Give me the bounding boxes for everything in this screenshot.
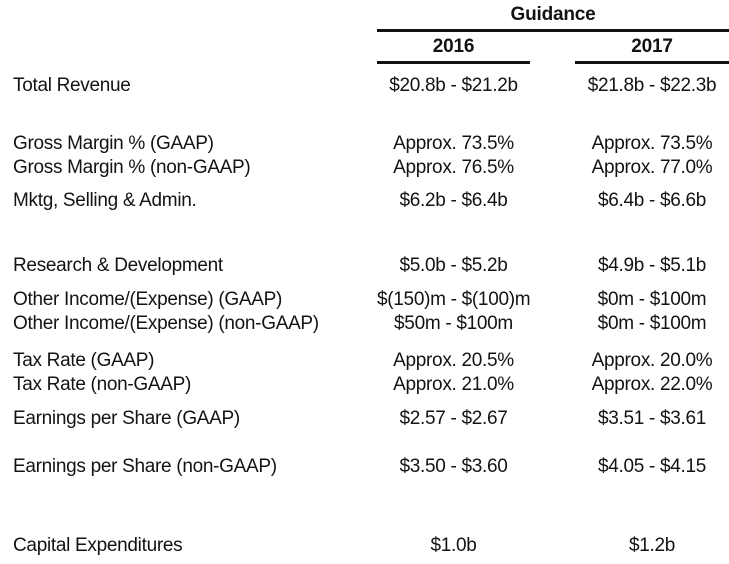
value-2016: $5.0b - $5.2b bbox=[399, 255, 508, 276]
value-2016: $6.2b - $6.4b bbox=[399, 190, 508, 211]
value-2017: Approx. 77.0% bbox=[591, 157, 713, 178]
value-2016: $(150)m - $(100)m bbox=[377, 289, 531, 310]
value-2016: $50m - $100m bbox=[394, 313, 513, 334]
value-2017: $4.9b - $5.1b bbox=[597, 255, 707, 276]
table-row-research-development: Research & Development $5.0b - $5.2b $4.… bbox=[0, 254, 729, 278]
row-label: Other Income/(Expense) (non-GAAP) bbox=[13, 313, 319, 334]
table-row-tax-rate-non-gaap: Tax Rate (non-GAAP) Approx. 21.0% Approx… bbox=[0, 373, 729, 397]
table-row-gross-margin-gaap: Gross Margin % (GAAP) Approx. 73.5% Appr… bbox=[0, 132, 729, 156]
year-header-row: 2016 2017 bbox=[0, 36, 729, 64]
value-2017: Approx. 22.0% bbox=[591, 374, 713, 395]
value-2016: $3.50 - $3.60 bbox=[399, 456, 508, 477]
row-label: Mktg, Selling & Admin. bbox=[13, 190, 197, 211]
value-2016: $1.0b bbox=[430, 535, 477, 556]
value-2017: $0m - $100m bbox=[597, 289, 707, 310]
table-row-other-income-non-gaap: Other Income/(Expense) (non-GAAP) $50m -… bbox=[0, 312, 729, 336]
value-2016: Approx. 76.5% bbox=[393, 157, 514, 178]
row-label: Total Revenue bbox=[13, 75, 131, 96]
table-row-mktg-selling-admin: Mktg, Selling & Admin. $6.2b - $6.4b $6.… bbox=[0, 189, 729, 213]
table-row-eps-gaap: Earnings per Share (GAAP) $2.57 - $2.67 … bbox=[0, 407, 729, 431]
value-2016: Approx. 20.5% bbox=[393, 350, 514, 371]
value-2017: $4.05 - $4.15 bbox=[597, 456, 707, 477]
value-2017: $1.2b bbox=[628, 535, 676, 556]
row-label: Gross Margin % (GAAP) bbox=[13, 133, 214, 154]
column-header-2017: 2017 bbox=[575, 36, 729, 64]
table-row-total-revenue: Total Revenue $20.8b - $21.2b $21.8b - $… bbox=[0, 74, 729, 98]
row-label: Tax Rate (GAAP) bbox=[13, 350, 155, 371]
row-label: Gross Margin % (non-GAAP) bbox=[13, 157, 251, 178]
value-2016: $20.8b - $21.2b bbox=[389, 75, 518, 96]
table-row-gross-margin-non-gaap: Gross Margin % (non-GAAP) Approx. 76.5% … bbox=[0, 156, 729, 180]
value-2017: $21.8b - $22.3b bbox=[587, 75, 717, 96]
value-2017: Approx. 20.0% bbox=[591, 350, 713, 371]
row-label: Capital Expenditures bbox=[13, 535, 183, 556]
value-2016: Approx. 73.5% bbox=[393, 133, 514, 154]
column-header-2016: 2016 bbox=[377, 36, 530, 64]
row-label: Research & Development bbox=[13, 255, 223, 276]
table-row-tax-rate-gaap: Tax Rate (GAAP) Approx. 20.5% Approx. 20… bbox=[0, 349, 729, 373]
guidance-title: Guidance bbox=[377, 4, 729, 32]
row-label: Earnings per Share (GAAP) bbox=[13, 408, 240, 429]
table-row-eps-non-gaap: Earnings per Share (non-GAAP) $3.50 - $3… bbox=[0, 455, 729, 479]
row-label: Earnings per Share (non-GAAP) bbox=[13, 456, 277, 477]
row-label: Tax Rate (non-GAAP) bbox=[13, 374, 192, 395]
table-row-other-income-gaap: Other Income/(Expense) (GAAP) $(150)m - … bbox=[0, 288, 729, 312]
guidance-header-row: Guidance bbox=[0, 0, 729, 32]
value-2017: $3.51 - $3.61 bbox=[597, 408, 707, 429]
value-2016: Approx. 21.0% bbox=[393, 374, 514, 395]
value-2017: Approx. 73.5% bbox=[591, 133, 713, 154]
row-label: Other Income/(Expense) (GAAP) bbox=[13, 289, 283, 310]
value-2017: $6.4b - $6.6b bbox=[597, 190, 707, 211]
value-2016: $2.57 - $2.67 bbox=[399, 408, 508, 429]
value-2017: $0m - $100m bbox=[597, 313, 707, 334]
table-row-capital-expenditures: Capital Expenditures $1.0b $1.2b bbox=[0, 534, 729, 558]
